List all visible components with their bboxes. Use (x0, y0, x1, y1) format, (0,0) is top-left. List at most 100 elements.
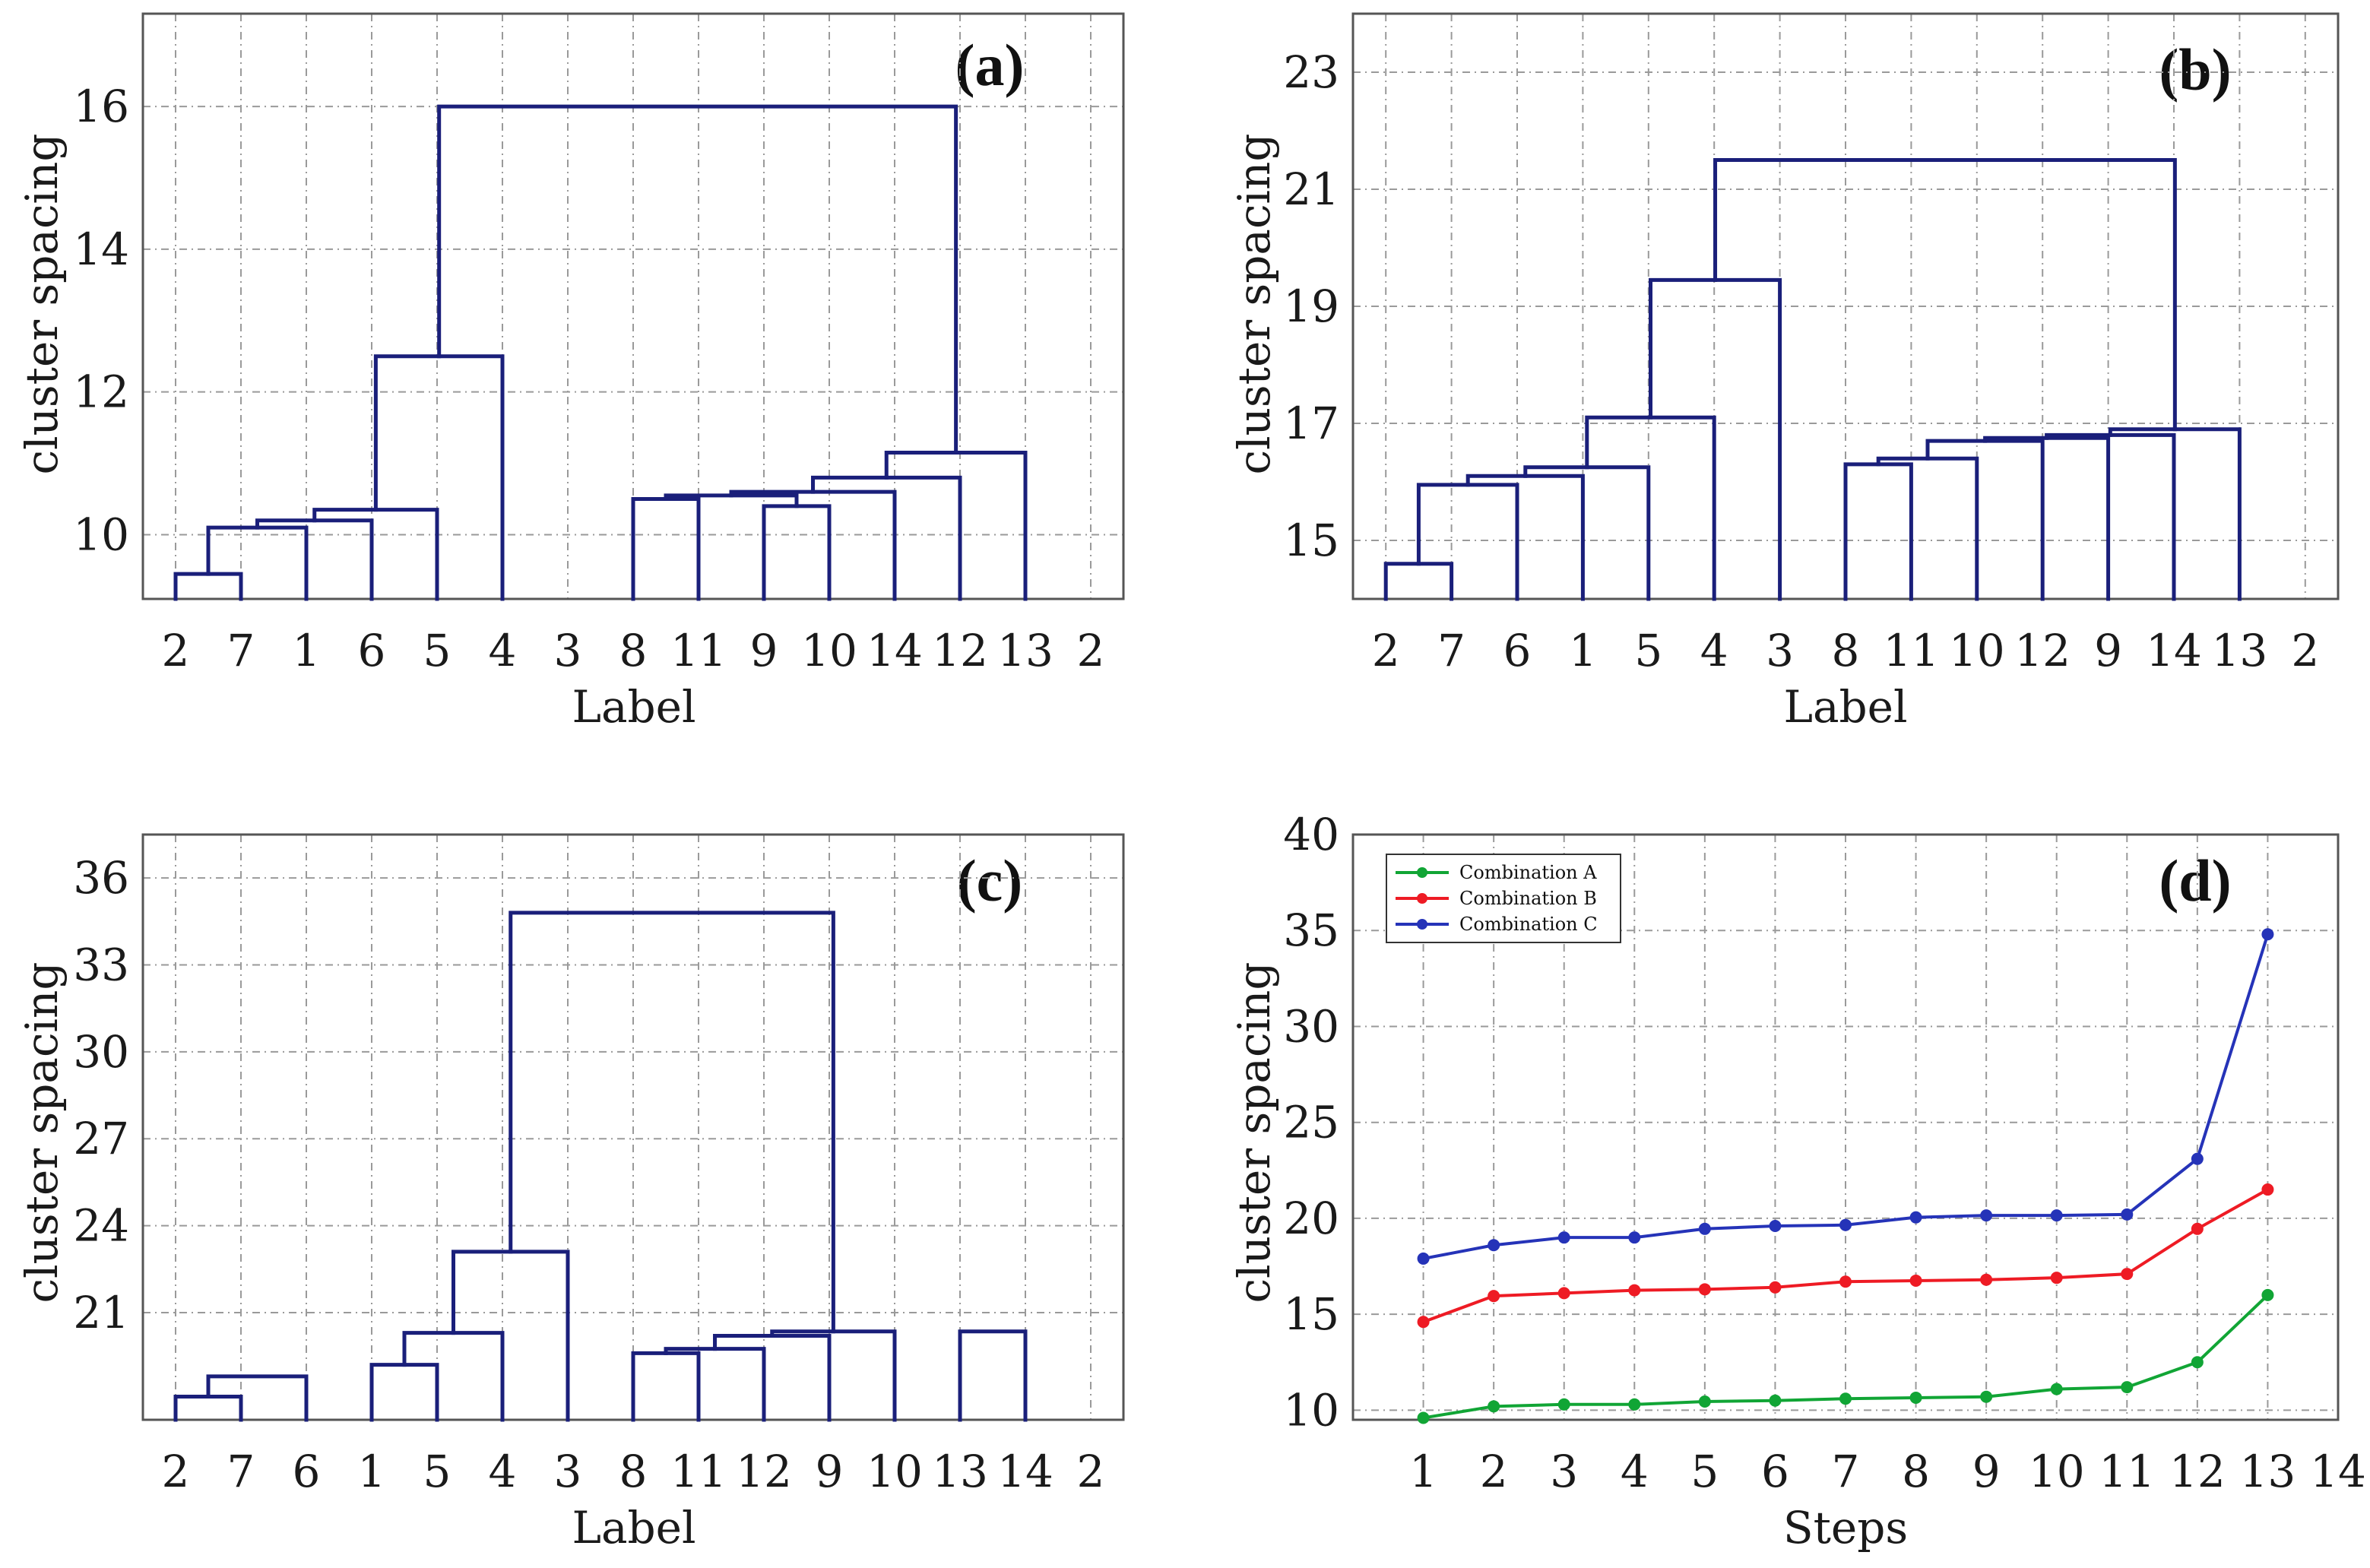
panel-c-ytick-label: 21 (73, 1287, 129, 1338)
panel-c-leaf-label: 4 (489, 1446, 517, 1497)
panel-d-data-point (1417, 1252, 1430, 1265)
panel-a-dendrogram-link (255, 518, 374, 601)
panel-c-leaf-label: 9 (816, 1446, 844, 1497)
panel-d-ylabel: cluster spacing (1228, 962, 1280, 1303)
panel-b-leaf-label: 12 (2014, 625, 2071, 676)
panel-b-dendrogram-link (1416, 483, 1519, 601)
panel-d-data-point (1417, 1316, 1430, 1329)
panel-c-ylabel: cluster spacing (16, 962, 68, 1303)
panel-d-data-point (2121, 1381, 2134, 1394)
panel-a-dendrogram-link (206, 525, 309, 601)
panel-b-ytick-label: 19 (1283, 280, 1339, 332)
panel-d-legend-label: Combination B (1459, 888, 1597, 909)
panel-d-data-point (1698, 1395, 1711, 1408)
panel-d-data-point (1488, 1239, 1500, 1252)
panel-a-xlabel: Label (572, 681, 695, 733)
panel-d-data-point (2191, 1222, 2204, 1235)
panel-c-ytick-label: 30 (73, 1026, 129, 1078)
panel-d-data-point (1628, 1398, 1641, 1411)
panel-c-dendrogram-link (206, 1374, 309, 1422)
panel-b-dendrogram-link (1983, 436, 2111, 601)
panel-b-dendrogram-link (2045, 432, 2176, 601)
panel-d-data-point (1769, 1281, 1782, 1294)
panel-d-data-point (1557, 1231, 1570, 1244)
panel-d-plot-frame (1351, 833, 2340, 1421)
panel-c-ytick-label: 24 (73, 1200, 129, 1252)
panel-c-leaf-label: 12 (736, 1446, 792, 1497)
panel-b-ytick-label: 23 (1283, 46, 1339, 98)
panel-d-data-point (1839, 1218, 1852, 1231)
panel-b-leaf-label: 1 (1569, 625, 1597, 676)
panel-c-dendrogram-link (664, 1347, 766, 1422)
panel-a-leaf-label: 3 (554, 625, 582, 676)
panel-d-legend-label: Combination C (1459, 914, 1598, 935)
panel-c-dendrogram-link (509, 911, 835, 1334)
panel-a-dendrogram-link (312, 508, 439, 601)
panel-c-dendrogram-link (958, 1329, 1028, 1422)
panel-a-dendrogram-link (437, 104, 958, 455)
panel-b-leaf-label: 6 (1503, 625, 1532, 676)
panel-d-data-point (1488, 1290, 1500, 1303)
panel-b-ytick-label: 15 (1283, 515, 1339, 566)
panel-c-dendrogram-link (173, 1395, 243, 1422)
panel-c-xlabel: Label (572, 1502, 695, 1554)
panel-d-data-point (1628, 1284, 1641, 1297)
panel-c-leaf-label: 3 (554, 1446, 582, 1497)
panel-d-data-point (2121, 1268, 2134, 1281)
panel-b-dendrogram-link (1585, 415, 1716, 601)
panel-d-ytick-label: 20 (1283, 1193, 1339, 1244)
panel-a-leaf-label: 12 (932, 625, 988, 676)
panel-a-leaf-label: 10 (801, 625, 857, 676)
panel-d-data-point (1417, 1411, 1430, 1424)
panel-a-dendrogram-link (884, 451, 1028, 601)
panel-b-leaf-label: 13 (2211, 625, 2267, 676)
panel-d-data-point (1909, 1391, 1922, 1404)
panel-d-data-point (1909, 1211, 1922, 1224)
panel-d-data-point (1980, 1273, 1993, 1286)
panel-d-data-point (1628, 1231, 1641, 1244)
panel-b-dendrogram-link (1383, 562, 1454, 601)
panel-c-leaf-label: 13 (932, 1446, 988, 1497)
panel-d-ytick-label: 15 (1283, 1288, 1339, 1340)
panel-a-ylabel: cluster spacing (16, 134, 68, 475)
panel-a-ytick-label: 16 (73, 81, 129, 132)
panel-b-leaf-label: 3 (1766, 625, 1794, 676)
panel-d-data-point (1909, 1274, 1922, 1287)
panel-b-leaf-label: 8 (1832, 625, 1860, 676)
panel-d-data-point (1980, 1390, 1993, 1403)
panel-a-leaf-label: 1 (293, 625, 321, 676)
panel-a-leaf-label: 4 (489, 625, 517, 676)
panel-d-data-point (1557, 1398, 1570, 1411)
panel-c-dendrogram-link (452, 1250, 570, 1422)
panel-d-legend-marker (1417, 867, 1427, 878)
panel-d-ytick-label: 10 (1283, 1384, 1339, 1436)
panel-d-ytick-label: 25 (1283, 1097, 1339, 1148)
panel-b-leaf-label: 4 (1700, 625, 1728, 676)
panel-c-ytick-label: 27 (73, 1113, 129, 1164)
panel-b-dendrogram-link (1925, 439, 2045, 601)
panel-c-leaf-label: 6 (293, 1446, 321, 1497)
panel-d-xtick-label: 8 (1902, 1446, 1930, 1497)
panel-d-data-point (2050, 1209, 2063, 1222)
panel-a-ytick-label: 12 (73, 366, 129, 418)
panel-d-xtick-label: 7 (1832, 1446, 1860, 1497)
panel-a-dendrogram-link (811, 475, 962, 601)
panel-d-data-point (1769, 1220, 1782, 1233)
panel-b-leaf-label: 14 (2146, 625, 2202, 676)
panel-d-ytick-label: 30 (1283, 1000, 1339, 1052)
panel-b-leaf-label: 10 (1949, 625, 2005, 676)
panel-d-data-point (1488, 1400, 1500, 1413)
panel-d-data-point (1698, 1283, 1711, 1296)
panel-d-xtick-label: 3 (1550, 1446, 1578, 1497)
panel-d-xtick-label: 13 (2240, 1446, 2296, 1497)
panel-b-dendrogram-link (1465, 474, 1585, 601)
panel-a-leaf-label: 9 (750, 625, 778, 676)
panel-d-xtick-label: 12 (2169, 1446, 2226, 1497)
panel-c-dendrogram-link (770, 1329, 897, 1422)
panel-d-legend-marker (1417, 919, 1427, 930)
panel-b-ylabel: cluster spacing (1228, 134, 1280, 475)
panel-d-data-point (1557, 1287, 1570, 1300)
panel-b-dendrogram-link (1523, 465, 1651, 601)
panel-d-xtick-label: 5 (1690, 1446, 1719, 1497)
